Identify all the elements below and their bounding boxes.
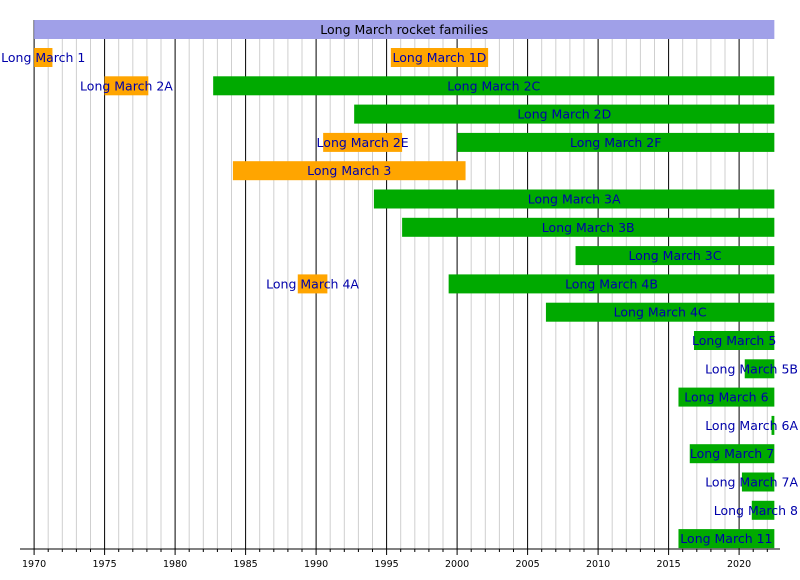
bar-long-march-2d xyxy=(354,104,775,124)
bar-label: Long March 7 xyxy=(690,446,774,461)
bar-label: Long March 4C xyxy=(614,305,707,320)
bar-long-march-6 xyxy=(678,387,775,407)
bar-label: Long March 2F xyxy=(570,135,661,150)
bar-long-march-4b xyxy=(448,274,775,294)
bar-long-march-4a xyxy=(297,274,328,294)
bar-label: Long March 3C xyxy=(628,248,721,263)
x-tick-label: 1980 xyxy=(163,559,187,570)
bar-label: Long March 3 xyxy=(307,163,391,178)
bar-long-march-1 xyxy=(34,48,53,67)
bar-label: Long March 6 xyxy=(684,390,768,405)
bar-long-march-2a xyxy=(104,76,149,96)
x-tick-label: 1995 xyxy=(375,559,399,570)
bar-label: Long March 1 xyxy=(1,50,85,65)
x-tick-label: 1990 xyxy=(304,559,328,570)
bar-long-march-3 xyxy=(232,161,466,181)
bar-long-march-4c xyxy=(545,302,775,322)
bar-label: Long March 11 xyxy=(680,531,772,546)
x-tick-label: 2005 xyxy=(516,559,540,570)
bars-group xyxy=(34,48,775,549)
bar-long-march-6a xyxy=(771,415,775,435)
x-tick-label: 2020 xyxy=(727,559,751,570)
bar-long-march-7a xyxy=(741,472,775,492)
bar-labels-group: Long March 1 Long March 1D Long March 2A Lo… xyxy=(1,50,798,546)
x-tick-label: 2000 xyxy=(445,559,469,570)
x-tick-label: 1985 xyxy=(234,559,258,570)
grid-lines xyxy=(33,20,768,549)
bar-long-march-3a xyxy=(373,189,775,209)
bar-long-march-3b xyxy=(402,217,775,237)
bar-long-march-8 xyxy=(751,500,775,520)
bar-long-march-1d xyxy=(390,48,489,67)
bar-long-march-2e xyxy=(323,132,403,152)
bar-long-march-11 xyxy=(678,529,775,549)
bar-label: Long March 6A xyxy=(705,418,798,433)
x-tick-label: 1975 xyxy=(93,559,117,570)
chart-title: Long March rocket families xyxy=(320,22,488,37)
bar-label: Long March 5B xyxy=(705,361,798,376)
bar-long-march-2c xyxy=(213,76,775,96)
header-bar-group: Long March rocket families xyxy=(34,20,775,39)
bar-label: Long March 2E xyxy=(317,135,409,150)
bar-long-march-3c xyxy=(575,246,775,266)
bar-long-march-5b xyxy=(744,359,775,379)
bar-label: Long March 3B xyxy=(542,220,635,235)
x-axis: 1970 1975 1980 1985 1990 1995 2000 2005 2010 2015… xyxy=(20,548,780,570)
bar-label: Long March 2A xyxy=(80,78,173,93)
bar-label: Long March 4A xyxy=(266,276,359,291)
bar-label: Long March 2D xyxy=(517,107,611,122)
bar-label: Long March 8 xyxy=(714,503,798,518)
bar-long-march-2f xyxy=(457,132,775,152)
bar-label: Long March 1D xyxy=(393,50,487,65)
x-tick-label: 2015 xyxy=(657,559,681,570)
x-tick-label: 2010 xyxy=(586,559,610,570)
bar-label: Long March 2C xyxy=(447,78,540,93)
header-bar xyxy=(34,20,775,39)
bar-label: Long March 3A xyxy=(528,192,621,207)
x-tick-label: 1970 xyxy=(22,559,46,570)
bar-label: Long March 4B xyxy=(565,276,658,291)
bar-long-march-7 xyxy=(689,444,775,464)
bar-long-march-5 xyxy=(693,331,775,350)
bar-label: Long March 7A xyxy=(705,475,798,490)
bar-label: Long March 5 xyxy=(692,333,776,348)
